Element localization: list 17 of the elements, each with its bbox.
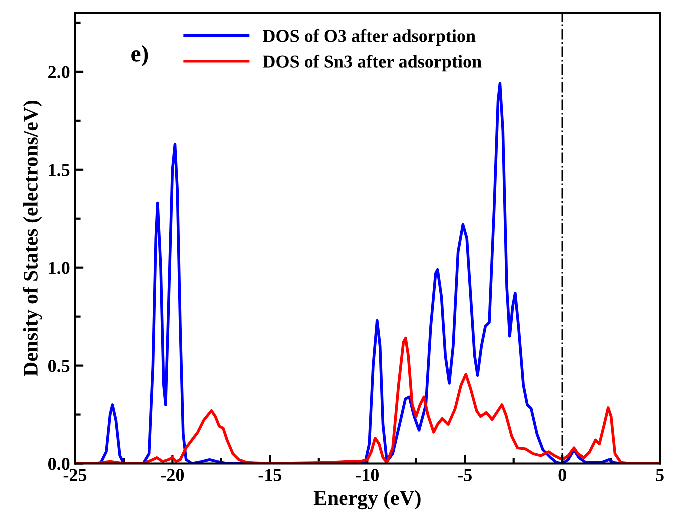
x-tick-label: -25 xyxy=(64,469,87,482)
y-tick-label: 2.0 xyxy=(48,66,70,78)
x-tick-label: -15 xyxy=(258,469,282,482)
annotation: e) xyxy=(132,45,148,67)
x-axis-title: Energy (eV) xyxy=(314,490,421,510)
legend-label: DOS of Sn3 after adsorption xyxy=(263,55,482,72)
y-tick-label: 1.0 xyxy=(49,262,70,274)
y-tick-label: 1.5 xyxy=(49,164,70,176)
y-tick-label: 0.0 xyxy=(48,458,70,470)
x-tick-label: -10 xyxy=(356,469,379,482)
x-tick-label: -20 xyxy=(161,469,184,482)
x-tick-label: 5 xyxy=(656,469,664,482)
x-tick-label: 0 xyxy=(558,469,566,482)
legend-label: DOS of O3 after adsorption xyxy=(263,29,476,46)
y-tick-label: 0.5 xyxy=(48,360,70,372)
y-axis-title: Density of States (electrons/eV) xyxy=(23,101,42,376)
x-tick-label: -5 xyxy=(458,469,472,482)
